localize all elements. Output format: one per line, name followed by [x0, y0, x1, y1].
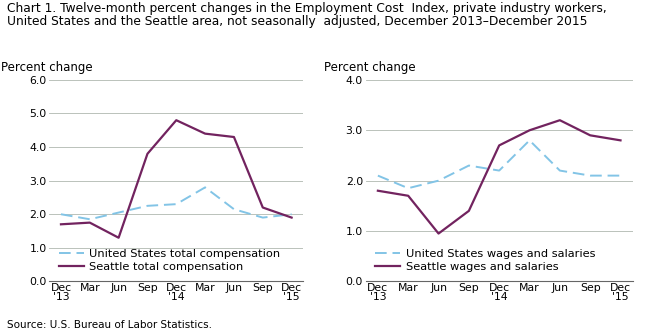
Text: Percent change: Percent change: [1, 61, 93, 74]
Text: United States and the Seattle area, not seasonally  adjusted, December 2013–Dece: United States and the Seattle area, not …: [7, 15, 587, 28]
Text: Chart 1. Twelve-month percent changes in the Employment Cost  Index, private ind: Chart 1. Twelve-month percent changes in…: [7, 2, 606, 15]
Text: Percent change: Percent change: [324, 61, 416, 74]
Legend: United States total compensation, Seattle total compensation: United States total compensation, Seattl…: [55, 245, 284, 276]
Text: Source: U.S. Bureau of Labor Statistics.: Source: U.S. Bureau of Labor Statistics.: [7, 320, 212, 330]
Legend: United States wages and salaries, Seattle wages and salaries: United States wages and salaries, Seattl…: [372, 245, 598, 276]
